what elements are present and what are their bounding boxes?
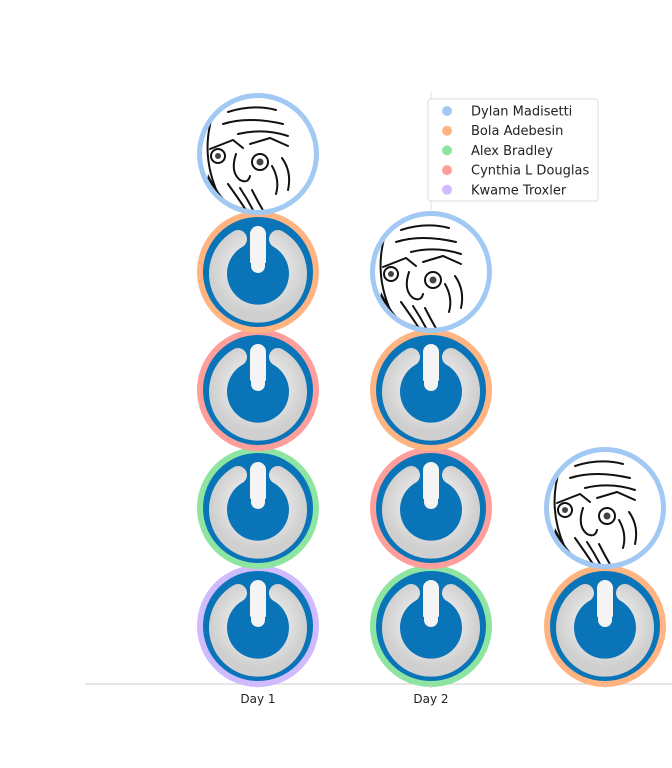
legend-marker bbox=[442, 125, 452, 136]
power-logo-inner bbox=[241, 615, 275, 649]
x-tick-label: Day 2 bbox=[413, 692, 448, 706]
power-logo-ring bbox=[209, 348, 307, 441]
avatar-mark bbox=[370, 211, 492, 333]
avatar-mark bbox=[370, 565, 492, 687]
avatar-mark bbox=[197, 565, 319, 687]
legend: Dylan Madisetti Bola Adebesin Alex Bradley… bbox=[427, 98, 599, 202]
legend-box bbox=[427, 98, 599, 202]
power-logo-inner bbox=[414, 615, 448, 649]
legend-label: Dylan Madisetti bbox=[471, 105, 572, 120]
x-tick-labels: Day 1 Day 2 bbox=[240, 684, 606, 706]
legend-label: Cynthia L Douglas bbox=[471, 164, 589, 179]
power-logo-ring bbox=[209, 584, 307, 677]
power-logo-ring bbox=[209, 230, 307, 323]
power-logo-ring bbox=[209, 466, 307, 559]
legend-label: Alex Bradley bbox=[471, 144, 553, 159]
avatar-mark bbox=[197, 447, 319, 569]
legend-marker bbox=[442, 184, 452, 195]
power-logo-ring bbox=[382, 348, 480, 441]
legend-marker bbox=[442, 106, 452, 116]
power-logo-inner bbox=[241, 261, 275, 295]
power-logo-inner bbox=[588, 615, 622, 649]
power-logo-inner bbox=[414, 379, 448, 413]
power-logo-inner bbox=[414, 497, 448, 531]
legend-marker bbox=[442, 145, 452, 156]
legend-label: Bola Adebesin bbox=[471, 124, 563, 139]
avatar-mark bbox=[197, 211, 319, 333]
legend-label: Kwame Troxler bbox=[471, 183, 567, 198]
x-tick-label: Day 1 bbox=[240, 692, 275, 706]
power-logo-inner bbox=[241, 379, 275, 413]
power-logo-inner bbox=[241, 497, 275, 531]
avatar-mark bbox=[544, 447, 666, 569]
legend-marker bbox=[442, 165, 452, 176]
avatar-mark bbox=[197, 93, 319, 215]
power-logo-ring bbox=[556, 584, 654, 677]
avatar-mark bbox=[370, 329, 492, 451]
avatar-mark bbox=[197, 329, 319, 451]
power-logo-ring bbox=[382, 584, 480, 677]
power-logo-ring bbox=[382, 466, 480, 559]
avatar-mark bbox=[544, 565, 666, 687]
avatar-marks bbox=[197, 93, 666, 687]
avatar-mark bbox=[370, 447, 492, 569]
